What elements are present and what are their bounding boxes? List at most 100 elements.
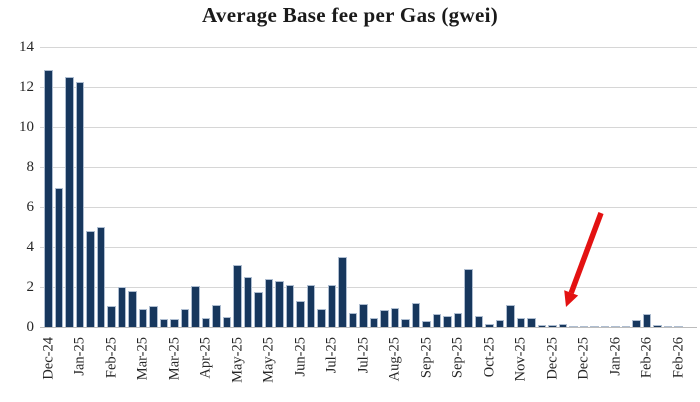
x-axis-tick-label: Jul-25 [323,337,340,374]
x-axis-tick-label: Mar-25 [134,337,151,381]
x-axis-tick-label: Dec-25 [575,337,592,380]
bar [443,316,452,327]
bar [65,77,74,327]
bar [642,314,652,327]
arrow-shaft [568,212,604,294]
bar [338,257,347,327]
x-axis-tick-label: Jun-25 [292,337,308,377]
bar [663,325,673,327]
bar [558,324,568,327]
bar [422,321,431,327]
bar [107,306,116,327]
y-axis-tick-label: 12 [19,78,34,95]
bar [138,309,148,327]
y-axis-tick-label: 14 [19,38,34,55]
y-axis-tick-label: 0 [26,318,35,335]
bar [390,308,400,327]
bar [212,305,221,327]
bar [149,306,158,327]
bar [527,318,536,327]
bar [306,285,316,327]
y-axis-tick-label: 10 [19,118,34,135]
x-axis-tick-label: Apr-25 [197,337,214,379]
x-axis-tick-label: Feb-25 [103,337,119,379]
x-axis-tick-label: Jul-25 [355,337,371,374]
bar [75,82,85,327]
bar [222,317,232,327]
bar [243,277,253,327]
bar [170,319,179,327]
bar [201,318,211,327]
gridline [40,247,697,248]
y-axis-tick-label: 2 [26,278,35,295]
x-axis-line [40,327,697,328]
x-axis-tick-label: Jan-25 [71,337,88,376]
x-axis-tick-label: Dec-25 [544,337,560,380]
bar [432,314,442,327]
bar [128,291,137,327]
gridline [40,287,697,288]
y-axis-tick-label: 6 [26,198,35,215]
gridline [40,207,697,208]
gridline [40,47,697,48]
x-axis-tick-label: May-25 [229,337,245,383]
bar [485,324,494,327]
x-axis-tick-label: Sep-25 [418,337,434,379]
x-axis-tick-label: Feb-26 [670,337,686,379]
x-axis-tick-label: Nov-25 [512,337,529,382]
bar [590,325,599,327]
bar [474,316,484,327]
bar [464,269,473,327]
bar [159,319,169,327]
bar [275,281,284,327]
gridline [40,167,697,168]
bar [54,188,64,327]
bar [453,312,463,327]
bar [359,304,368,327]
bar [254,292,263,327]
bar [348,313,358,327]
bar [180,309,190,327]
bar [317,309,326,327]
bar [401,319,410,327]
bar [86,231,95,327]
x-axis-tick-label: Mar-25 [166,337,182,381]
x-axis-tick-label: May-25 [260,337,277,383]
x-axis-tick-label: Sep-25 [449,337,466,379]
bar [369,318,379,327]
bar [96,227,106,327]
gridline [40,127,697,128]
bar [611,325,620,327]
bar [621,325,631,327]
bar [411,303,421,327]
bar [44,70,53,327]
bar [579,325,589,327]
bar [632,320,641,327]
bar [264,279,274,327]
bar [537,325,547,327]
bar [285,285,295,327]
x-axis-tick-label: Feb-26 [638,337,655,379]
bar [380,310,389,327]
bar [191,286,200,327]
bar [506,305,515,327]
bar [327,285,337,327]
arrow-head-icon [564,290,579,307]
bar [653,325,662,327]
bar [495,320,505,327]
x-axis-tick-label: Jan-26 [607,337,623,376]
y-axis-tick-label: 4 [26,238,35,255]
x-axis-tick-label: Aug-25 [386,337,403,382]
x-axis-tick-label: Dec-24 [40,337,56,380]
bar [569,325,578,327]
bar [233,265,242,327]
chart-title: Average Base fee per Gas (gwei) [201,3,498,27]
bar [516,318,526,327]
bar [674,325,683,327]
bar [548,325,557,327]
gridline [40,87,697,88]
y-axis-tick-label: 8 [26,158,35,175]
x-axis-tick-label: Oct-25 [481,337,497,378]
bar [600,325,610,327]
